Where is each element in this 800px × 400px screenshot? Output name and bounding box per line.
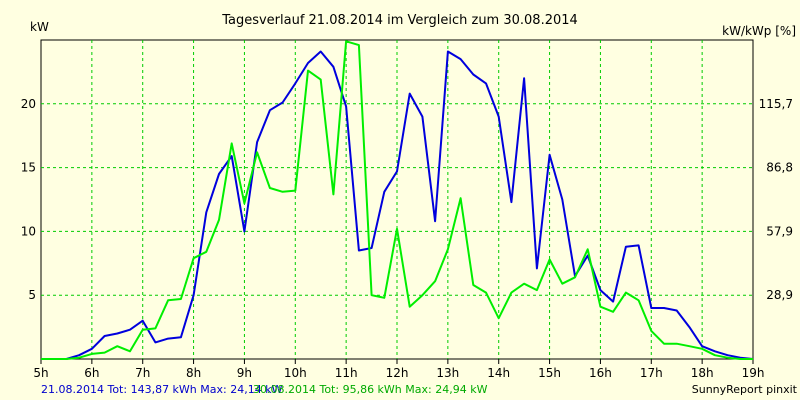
x-tick-label: 9h: [237, 366, 252, 380]
x-tick-label: 8h: [186, 366, 201, 380]
footer-series2-text: 30.08.2014 Tot: 95,86 kWh Max: 24,94 kW: [253, 383, 488, 396]
chart-title: Tagesverlauf 21.08.2014 im Vergleich zum…: [221, 13, 578, 28]
x-tick-label: 19h: [742, 366, 765, 380]
series-line-1: [41, 50, 754, 360]
x-tick-label: 6h: [84, 366, 99, 380]
footer-brand: SunnyReport pinxit: [692, 383, 798, 396]
series-lines: [41, 40, 754, 360]
y-tick-label: 5: [28, 288, 36, 302]
x-tick-label: 11h: [335, 366, 358, 380]
y-tick-label: 20: [21, 97, 36, 111]
x-tick-label: 17h: [640, 366, 663, 380]
y2-axis-label: kW/kWp [%]: [722, 24, 796, 38]
x-tick-label: 7h: [135, 366, 150, 380]
x-tick-label: 12h: [386, 366, 409, 380]
x-tick-label: 16h: [589, 366, 612, 380]
y-tick-label: 15: [21, 161, 36, 175]
series-line-2: [41, 40, 753, 360]
y-axis-label: kW: [30, 20, 49, 34]
x-tick-label: 5h: [33, 366, 48, 380]
x-tick-label: 18h: [691, 366, 714, 380]
y2-tick-label: 57,9: [766, 224, 793, 238]
y2-tick-label: 28,9: [766, 288, 793, 302]
x-tick-label: 14h: [487, 366, 510, 380]
y-tick-label: 10: [21, 224, 36, 238]
y2-axis-ticks: 28,9 57,9 86,8 115,7: [759, 97, 793, 302]
y-axis-ticks: 5 10 15 20: [21, 97, 36, 302]
y2-tick-label: 86,8: [766, 161, 793, 175]
y2-tick-label: 115,7: [759, 97, 793, 111]
x-tick-label: 10h: [284, 366, 307, 380]
footer-series1-text: 21.08.2014 Tot: 143,87 kWh Max: 24,14 kW: [41, 383, 283, 396]
x-tick-label: 15h: [538, 366, 561, 380]
x-axis-ticks: 5h 6h 7h 8h 9h 10h 11h 12h 13h 14h 15h 16h 17h 18h 19h: [33, 359, 764, 380]
x-tick-label: 13h: [436, 366, 459, 380]
